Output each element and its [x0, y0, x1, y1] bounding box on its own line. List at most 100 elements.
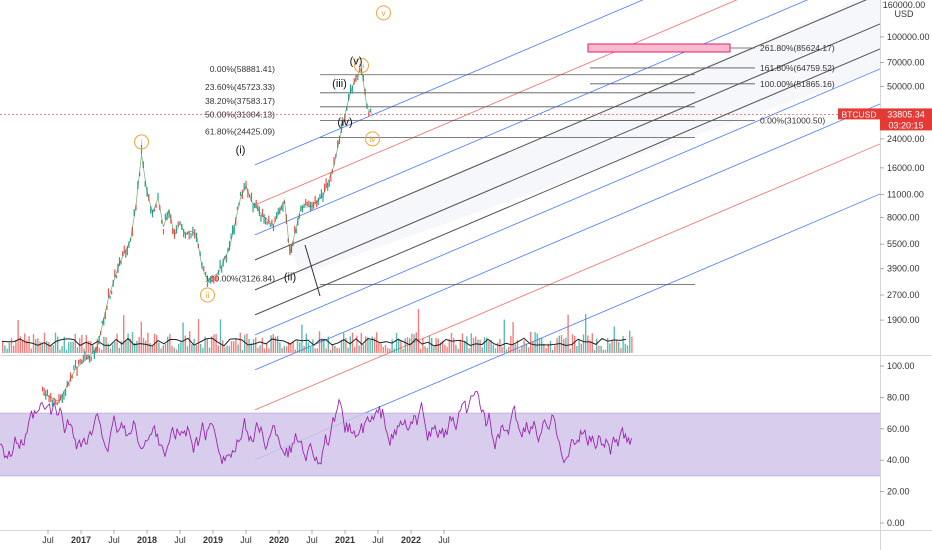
- volume-bar: [362, 344, 365, 353]
- price-candle: [162, 228, 165, 235]
- volume-bar: [26, 340, 28, 353]
- volume-bar: [193, 338, 195, 353]
- volume-bar: [54, 332, 57, 353]
- volume-bar: [554, 345, 556, 353]
- price-candle: [274, 216, 276, 222]
- volume-bar: [459, 339, 461, 353]
- wave-label: (ii): [284, 272, 296, 284]
- volume-bar: [343, 332, 345, 353]
- price-candle: [295, 228, 297, 234]
- volume-bar: [305, 333, 307, 353]
- target-zone-box: [587, 43, 731, 53]
- last-price-label: 33805.34: [887, 109, 925, 119]
- time-tick-label: 2019: [203, 535, 223, 545]
- volume-bar: [543, 343, 545, 353]
- price-candle: [133, 209, 135, 217]
- volume-bar: [76, 347, 79, 353]
- volume-bar: [558, 335, 560, 353]
- volume-bar: [389, 348, 391, 353]
- volume-bar: [598, 345, 600, 353]
- wave-circle: [365, 131, 380, 147]
- price-candle: [56, 402, 58, 406]
- wave-label: (i): [236, 145, 246, 157]
- wave-label: (iv): [337, 116, 352, 128]
- volume-bar: [259, 345, 261, 353]
- price-candle: [82, 355, 84, 363]
- price-tick-label: 11000.00: [887, 190, 924, 200]
- volume-bar: [215, 334, 217, 353]
- rsi-tick-label: 60.00: [887, 424, 910, 434]
- volume-bar: [8, 342, 10, 353]
- price-tick-label: 3900.00: [887, 264, 920, 274]
- volume-bar: [72, 341, 74, 353]
- volume-bar: [532, 341, 534, 353]
- volume-bar: [83, 348, 85, 353]
- channel-line: [254, 0, 809, 236]
- volume-bar: [422, 338, 424, 353]
- price-candle: [255, 199, 257, 209]
- price-candle: [81, 359, 83, 365]
- volume-bar: [90, 341, 92, 353]
- volume-bar: [167, 336, 169, 353]
- volume-bar: [402, 348, 404, 353]
- volume-bar: [136, 340, 138, 353]
- wave-circle: [376, 5, 391, 21]
- symbol-badge: [838, 108, 880, 120]
- volume-bar: [224, 347, 226, 353]
- price-candle: [308, 200, 310, 207]
- volume-bar: [442, 340, 444, 353]
- volume-bar: [186, 346, 189, 353]
- price-candle: [90, 356, 92, 362]
- volume-bar: [596, 338, 598, 353]
- price-candle: [125, 249, 127, 258]
- wave-label: (v): [350, 55, 363, 67]
- price-candle: [65, 389, 67, 396]
- price-candle: [95, 346, 97, 354]
- volume-bar: [327, 336, 329, 353]
- rsi-tick-label: 80.00: [887, 392, 910, 402]
- volume-bar: [585, 314, 587, 353]
- price-candle: [195, 232, 198, 243]
- volume-bar: [380, 343, 382, 353]
- volume-bar: [534, 332, 536, 353]
- price-candle: [268, 215, 270, 224]
- volume-bar: [213, 334, 215, 353]
- channel-line: [254, 0, 868, 261]
- volume-bar: [125, 341, 127, 353]
- volume-bar: [160, 348, 162, 353]
- price-candle: [51, 399, 53, 407]
- price-candle: [359, 67, 361, 73]
- price-candle: [331, 169, 334, 174]
- volume-bar: [549, 340, 552, 353]
- volume-bar: [444, 344, 446, 353]
- price-candle: [192, 226, 194, 236]
- volume-bar: [574, 335, 576, 353]
- fib-level-label: 38.20%(37583.17): [205, 96, 275, 106]
- price-candle: [214, 276, 216, 281]
- volume-bar: [483, 337, 486, 353]
- price-candle: [355, 75, 357, 82]
- volume-bar: [270, 335, 272, 353]
- volume-bar: [202, 347, 204, 353]
- volume-bar: [477, 339, 479, 353]
- price-candle: [106, 305, 108, 311]
- price-candle: [337, 140, 339, 148]
- volume-bar: [600, 346, 602, 353]
- price-tick-label: 1900.00: [887, 315, 920, 325]
- volume-bar: [620, 348, 622, 353]
- volume-bar: [189, 331, 191, 353]
- volume-bar: [448, 339, 450, 353]
- price-candle: [311, 201, 313, 211]
- price-candle: [210, 276, 212, 284]
- price-candle: [233, 225, 235, 235]
- volume-bar: [123, 315, 125, 353]
- price-candle: [316, 200, 318, 208]
- price-candle: [123, 245, 125, 254]
- price-candle: [46, 389, 49, 396]
- volume-bar: [4, 345, 6, 353]
- price-candle: [292, 240, 294, 247]
- price-candle: [177, 221, 179, 228]
- volume-bar: [200, 343, 202, 353]
- volume-bar: [237, 344, 239, 353]
